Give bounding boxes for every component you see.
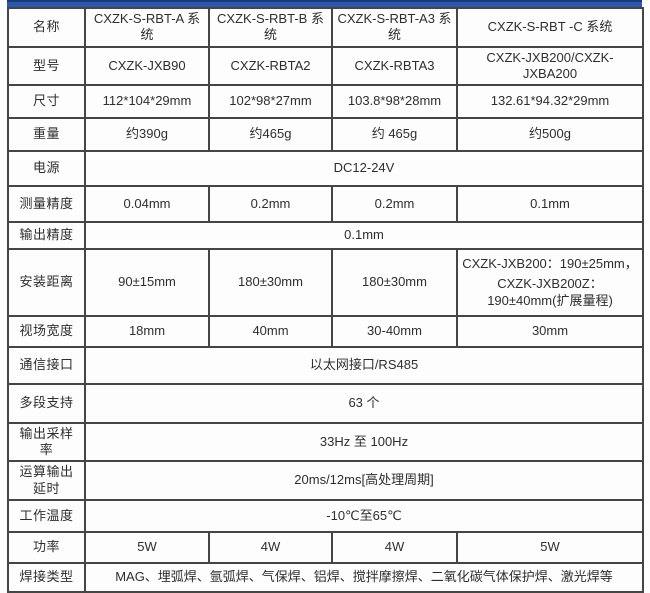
row-label-measure-accuracy: 测量精度	[7, 185, 86, 223]
cell-measure-accuracy-b: 0.2mm	[208, 185, 333, 223]
table-row-output-accuracy: 输出精度 0.1mm	[7, 221, 644, 250]
table-row-install-distance: 安装距离 90±15mm 180±30mm 180±30mm CXZK-JXB2…	[7, 248, 644, 317]
cell-model-a: CXZK-JXB90	[84, 45, 210, 86]
cell-fov-width-b: 40mm	[208, 314, 333, 348]
row-label-comm-interface: 通信接口	[7, 345, 86, 385]
cell-power-b: 4W	[208, 530, 333, 564]
cell-power-c: 5W	[456, 530, 644, 564]
table-row-measure-accuracy: 测量精度 0.04mm 0.2mm 0.2mm 0.1mm	[7, 185, 644, 223]
row-label-multi-segment: 多段支持	[7, 382, 86, 424]
row-label-power: 功率	[7, 530, 86, 564]
cell-size-b: 102*98*27mm	[208, 84, 333, 119]
row-label-install-distance: 安装距离	[7, 248, 86, 317]
cell-install-distance-c: CXZK-JXB200：190±25mm， CXZK-JXB200Z：190±4…	[456, 248, 644, 317]
cell-work-temp-value: -10℃至65℃	[84, 498, 644, 533]
cell-measure-accuracy-c: 0.1mm	[456, 185, 644, 223]
cell-output-accuracy-value: 0.1mm	[84, 221, 644, 250]
cell-power-supply-value: DC12-24V	[84, 150, 644, 187]
row-label-sample-rate: 输出采样率	[7, 421, 86, 463]
table-row-weld-types: 焊接类型 MAG、埋弧焊、氩弧焊、气保焊、铝焊、搅拌摩擦焊、二氧化碳气体保护焊、…	[7, 561, 644, 593]
row-label-weight: 重量	[7, 117, 86, 152]
cell-model-b: CXZK-RBTA2	[208, 45, 333, 86]
cell-sample-rate-value: 33Hz 至 100Hz	[84, 421, 644, 463]
cell-fov-width-a3: 30-40mm	[331, 314, 458, 348]
table-row-comm-interface: 通信接口 以太网接口/RS485	[7, 345, 644, 385]
table-row-size: 尺寸 112*104*29mm 102*98*27mm 103.8*98*28m…	[7, 84, 644, 119]
cell-weight-a3: 约 465g	[331, 117, 458, 152]
table-row-fov-width: 视场宽度 18mm 40mm 30-40mm 30mm	[7, 314, 644, 348]
cell-weight-b: 约465g	[208, 117, 333, 152]
row-label-name: 名称	[7, 7, 86, 48]
table-row-sample-rate: 输出采样率 33Hz 至 100Hz	[7, 421, 644, 463]
table-row-power-supply: 电源 DC12-24V	[7, 150, 644, 187]
cell-power-a3: 4W	[331, 530, 458, 564]
cell-model-c: CXZK-JXB200/CXZK-JXBA200	[456, 45, 644, 86]
cell-measure-accuracy-a: 0.04mm	[84, 185, 210, 223]
header-cell-system-c: CXZK-S-RBT -C 系统	[456, 7, 644, 48]
row-label-size: 尺寸	[7, 84, 86, 119]
cell-size-a: 112*104*29mm	[84, 84, 210, 119]
header-cell-system-b: CXZK-S-RBT-B 系统	[208, 7, 333, 48]
cell-weight-a: 约390g	[84, 117, 210, 152]
cell-size-a3: 103.8*98*28mm	[331, 84, 458, 119]
cell-size-c: 132.61*94.32*29mm	[456, 84, 644, 119]
table-row-power: 功率 5W 4W 4W 5W	[7, 530, 644, 564]
cell-multi-segment-value: 63 个	[84, 382, 644, 424]
install-distance-c-line1: CXZK-JXB200：190±25mm，	[462, 256, 638, 271]
cell-power-a: 5W	[84, 530, 210, 564]
top-accent-bar	[7, 0, 642, 7]
table-row-output-delay: 运算输出延时 20ms/12ms[高处理周期]	[7, 460, 644, 501]
table-row-weight: 重量 约390g 约465g 约 465g 约500g	[7, 117, 644, 152]
row-label-model: 型号	[7, 45, 86, 86]
spec-table: 名称 CXZK-S-RBT-A 系统 CXZK-S-RBT-B 系统 CXZK-…	[7, 7, 644, 593]
table-row-work-temp: 工作温度 -10℃至65℃	[7, 498, 644, 533]
cell-weld-types-value: MAG、埋弧焊、氩弧焊、气保焊、铝焊、搅拌摩擦焊、二氧化碳气体保护焊、激光焊等	[84, 561, 644, 593]
row-label-work-temp: 工作温度	[7, 498, 86, 533]
cell-measure-accuracy-a3: 0.2mm	[331, 185, 458, 223]
cell-fov-width-a: 18mm	[84, 314, 210, 348]
row-label-weld-types: 焊接类型	[7, 561, 86, 593]
row-label-fov-width: 视场宽度	[7, 314, 86, 348]
cell-fov-width-c: 30mm	[456, 314, 644, 348]
cell-comm-interface-value: 以太网接口/RS485	[84, 345, 644, 385]
row-label-output-accuracy: 输出精度	[7, 221, 86, 250]
install-distance-c-line2: CXZK-JXB200Z：190±40mm(扩展量程)	[487, 276, 613, 308]
header-cell-system-a: CXZK-S-RBT-A 系统	[84, 7, 210, 48]
header-cell-system-a3: CXZK-S-RBT-A3 系统	[331, 7, 458, 48]
cell-install-distance-a3: 180±30mm	[331, 248, 458, 317]
cell-install-distance-a: 90±15mm	[84, 248, 210, 317]
cell-weight-c: 约500g	[456, 117, 644, 152]
table-row-multi-segment: 多段支持 63 个	[7, 382, 644, 424]
cell-model-a3: CXZK-RBTA3	[331, 45, 458, 86]
table-row-header: 名称 CXZK-S-RBT-A 系统 CXZK-S-RBT-B 系统 CXZK-…	[7, 7, 644, 48]
cell-install-distance-b: 180±30mm	[208, 248, 333, 317]
cell-output-delay-value: 20ms/12ms[高处理周期]	[84, 460, 644, 501]
table-row-model: 型号 CXZK-JXB90 CXZK-RBTA2 CXZK-RBTA3 CXZK…	[7, 45, 644, 86]
row-label-output-delay: 运算输出延时	[7, 460, 86, 501]
row-label-power-supply: 电源	[7, 150, 86, 187]
